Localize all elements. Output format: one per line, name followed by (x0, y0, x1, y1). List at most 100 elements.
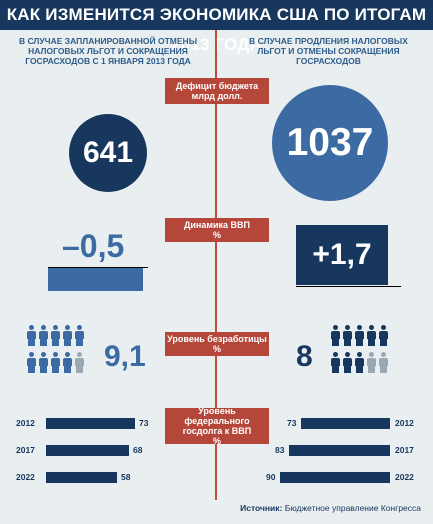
person-legs (52, 366, 59, 373)
person-legs (368, 339, 375, 346)
gdp-right-bar: +1,7 (296, 225, 388, 285)
unemployment-right-value: 8 (296, 340, 313, 373)
left-scenario-text: В СЛУЧАЕ ЗАПЛАНИРОВАННОЙ ОТМЕНЫ НАЛОГОВЫ… (18, 36, 198, 66)
debt-label-line2: госдолга к ВВП (182, 426, 252, 436)
debt-year-label: 2022 (16, 472, 35, 482)
person-body (51, 331, 60, 339)
person-head (65, 352, 70, 357)
person-legs (76, 366, 83, 373)
center-divider (215, 30, 217, 500)
person-body (343, 358, 352, 366)
person-head (345, 352, 350, 357)
person-body (367, 358, 376, 366)
debt-year-label: 2012 (16, 418, 35, 428)
person-head (29, 325, 34, 330)
person-head (41, 352, 46, 357)
source-label: Источник: (240, 503, 283, 513)
gdp-label-line1: Динамика ВВП (183, 220, 251, 230)
person-figure (354, 352, 365, 373)
person-figure (378, 325, 389, 346)
debt-value-label: 73 (139, 418, 149, 428)
person-body (51, 358, 60, 366)
debt-value-label: 73 (287, 418, 297, 428)
person-legs (356, 339, 363, 346)
gdp-left-bar (48, 268, 143, 291)
debt-bar (289, 445, 390, 456)
person-legs (344, 366, 351, 373)
person-legs (368, 366, 375, 373)
person-head (41, 325, 46, 330)
debt-bar-row: 2017 68 (16, 445, 166, 456)
person-legs (28, 366, 35, 373)
person-legs (40, 366, 47, 373)
person-head (53, 325, 58, 330)
unemployment-label: Уровень безработицы % (165, 332, 269, 356)
person-head (77, 325, 82, 330)
debt-year-label: 2017 (395, 445, 414, 455)
person-head (369, 325, 374, 330)
person-figure (26, 325, 37, 346)
person-head (381, 352, 386, 357)
debt-label-line3: % (212, 436, 221, 446)
person-head (357, 325, 362, 330)
debt-bar (46, 472, 117, 483)
person-body (343, 331, 352, 339)
person-figure (38, 352, 49, 373)
person-body (39, 331, 48, 339)
person-figure (330, 352, 341, 373)
deficit-right-circle: 1037 (272, 85, 388, 201)
deficit-label: Дефицит бюджета млрд долл. (165, 78, 269, 104)
debt-bar-row: 2022 58 (16, 472, 166, 483)
person-body (367, 331, 376, 339)
person-figure (74, 325, 85, 346)
debt-year-label: 2017 (16, 445, 35, 455)
debt-bar-row: 2017 83 (264, 445, 424, 456)
debt-bar (46, 418, 135, 429)
right-scenario-text: В СЛУЧАЕ ПРОДЛЕНИЯ НАЛОГОВЫХ ЛЬГОТ И ОТМ… (249, 36, 408, 66)
person-figure (50, 325, 61, 346)
debt-bar (46, 445, 129, 456)
person-body (63, 331, 72, 339)
person-figure (62, 352, 73, 373)
unemployment-label-line1: Уровень безработицы (167, 334, 267, 344)
debt-bar-row: 2022 90 (264, 472, 424, 483)
person-figure (342, 325, 353, 346)
person-legs (64, 339, 71, 346)
debt-value-label: 58 (121, 472, 131, 482)
person-head (357, 352, 362, 357)
gdp-left-value: –0,5 (62, 228, 125, 264)
debt-bar (280, 472, 390, 483)
person-head (333, 352, 338, 357)
debt-bar (301, 418, 390, 429)
debt-value-label: 90 (266, 472, 276, 482)
person-head (53, 352, 58, 357)
person-figure (354, 325, 365, 346)
person-head (29, 352, 34, 357)
person-body (63, 358, 72, 366)
title-bar: КАК ИЗМЕНИТСЯ ЭКОНОМИКА США ПО ИТОГАМ 20… (0, 0, 433, 54)
person-body (39, 358, 48, 366)
debt-label: Уровень федерального госдолга к ВВП % (165, 406, 269, 446)
person-legs (380, 366, 387, 373)
person-body (355, 358, 364, 366)
debt-year-label: 2012 (395, 418, 414, 428)
person-legs (356, 366, 363, 373)
person-body (75, 331, 84, 339)
person-legs (332, 366, 339, 373)
person-body (75, 358, 84, 366)
person-legs (28, 339, 35, 346)
person-figure (26, 352, 37, 373)
person-head (381, 325, 386, 330)
gdp-label-line2: % (212, 230, 221, 240)
person-legs (52, 339, 59, 346)
unemployment-label-line2: % (212, 344, 221, 354)
person-body (379, 358, 388, 366)
deficit-label-line2: млрд долл. (191, 91, 243, 101)
gdp-left-baseline (48, 267, 148, 268)
person-legs (380, 339, 387, 346)
person-figure (74, 352, 85, 373)
person-legs (332, 339, 339, 346)
person-figure (38, 325, 49, 346)
debt-label-line1: Уровень федерального (184, 406, 250, 426)
